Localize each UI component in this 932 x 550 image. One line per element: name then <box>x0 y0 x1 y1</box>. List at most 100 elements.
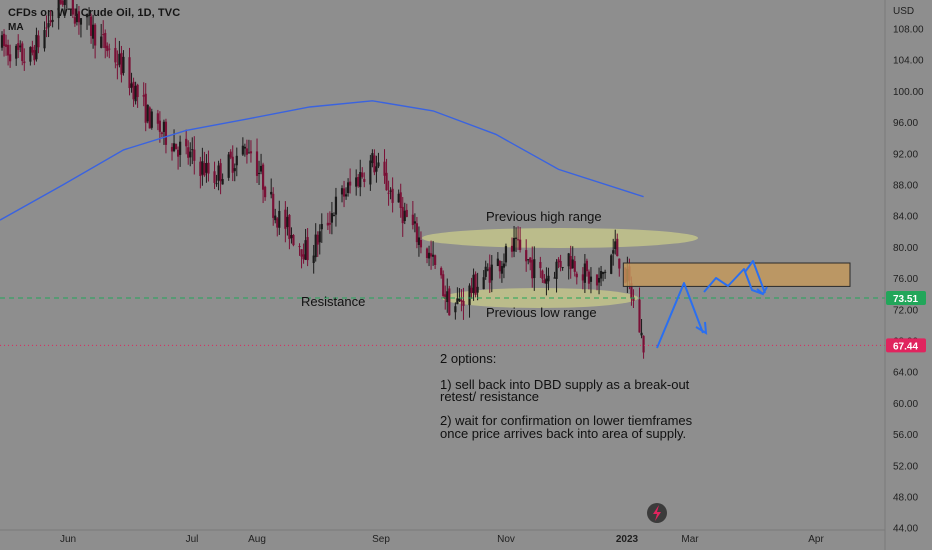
candle-body <box>363 179 366 182</box>
candle-body <box>261 164 265 190</box>
candle-body <box>531 259 534 279</box>
candle-body <box>344 194 348 197</box>
time-tick-label: Sep <box>372 534 390 545</box>
candle-body <box>642 335 645 353</box>
candle-body <box>15 45 18 59</box>
candle-body <box>128 57 131 89</box>
candle-body <box>120 52 123 75</box>
projection-path <box>656 282 704 349</box>
candle-body <box>306 237 309 261</box>
time-axis[interactable]: Jun Jul Aug Sep Nov 2023 Mar Apr <box>60 534 825 545</box>
moving-average <box>0 100 644 221</box>
candle-body <box>102 34 105 36</box>
candle-body <box>255 151 259 176</box>
projection-path <box>744 260 766 294</box>
time-tick-label: Aug <box>248 534 266 545</box>
candle-body <box>150 111 153 128</box>
candle-body <box>233 168 236 172</box>
price-axis[interactable]: 108.00 104.00 100.00 96.00 92.00 88.00 84.00 80… <box>893 25 924 535</box>
candle-body <box>114 48 117 63</box>
candle-body <box>460 299 463 302</box>
candle-body <box>472 274 475 294</box>
candle-body <box>85 14 89 18</box>
candle-body <box>490 264 493 281</box>
candle-body <box>259 165 263 172</box>
candle-body <box>2 33 6 47</box>
candle-body <box>249 151 253 154</box>
candle-body <box>415 223 419 243</box>
candle-body <box>217 165 220 181</box>
candle-body <box>227 154 230 178</box>
candle-body <box>569 255 572 270</box>
candle-body <box>304 240 307 260</box>
price-tick-label: 100.00 <box>893 87 924 98</box>
candle-body <box>77 11 81 23</box>
candle-body <box>179 141 182 155</box>
annotation-option-1-line1: 1) sell back into DBD supply as a break-… <box>440 377 690 392</box>
candle-body <box>561 267 564 269</box>
candle-body <box>442 274 445 296</box>
candle-body <box>37 35 40 48</box>
price-tag <box>886 338 926 353</box>
candle-body <box>486 269 489 271</box>
price-tag <box>886 291 926 306</box>
candle-body <box>434 255 437 265</box>
candle-body <box>4 44 8 47</box>
price-tick-label: 96.00 <box>893 118 918 129</box>
candle-body <box>9 54 12 62</box>
candle-body <box>203 163 206 176</box>
candle-body <box>170 146 174 152</box>
candle-body <box>100 36 103 48</box>
candle-body <box>221 179 224 185</box>
candle-body <box>243 146 246 149</box>
candle-body <box>298 246 301 248</box>
candle-body <box>63 0 66 6</box>
candle-body <box>49 20 52 23</box>
candle-body <box>278 210 281 228</box>
price-tick-label: 84.00 <box>893 212 918 223</box>
candle-body <box>146 104 149 122</box>
candle-body <box>543 279 546 284</box>
candle-body <box>87 15 91 17</box>
candle-body <box>616 238 619 257</box>
candle-body <box>189 151 192 158</box>
time-tick-label: Jul <box>186 534 199 545</box>
candle-body <box>108 48 111 50</box>
candle-body <box>6 44 10 56</box>
candle-body <box>555 261 558 279</box>
price-tick-label: 88.00 <box>893 181 918 192</box>
candle-body <box>241 145 244 155</box>
candle-body <box>130 83 133 88</box>
candle-body <box>21 43 24 62</box>
candle-body <box>373 155 376 173</box>
candle-body <box>427 252 431 259</box>
candle-body <box>59 0 62 4</box>
candle-body <box>533 259 536 279</box>
candle-body <box>502 263 506 268</box>
price-markers: 73.51 67.44 <box>886 291 926 353</box>
candle-body <box>106 45 109 52</box>
candle-body <box>176 149 180 157</box>
candle-body <box>286 216 289 228</box>
time-tick-label: Nov <box>497 534 515 545</box>
candle-body <box>330 213 334 223</box>
candle-body <box>142 95 145 97</box>
time-tick-label: Apr <box>808 534 824 545</box>
candle-body <box>29 47 32 62</box>
candle-body <box>470 287 473 293</box>
candle-body <box>510 245 514 252</box>
candle-body <box>71 0 74 15</box>
lightning-icon[interactable] <box>647 503 667 523</box>
candle-body <box>174 143 178 150</box>
candle-body <box>385 172 388 191</box>
candle-body <box>397 193 400 203</box>
candle-body <box>587 271 591 284</box>
candle-body <box>199 161 202 177</box>
candle-body <box>302 254 305 260</box>
supply-zone-box <box>622 262 851 287</box>
candle-body <box>245 148 249 155</box>
candle-body <box>122 56 125 73</box>
candle-body <box>231 156 234 173</box>
candle-body <box>512 237 516 252</box>
